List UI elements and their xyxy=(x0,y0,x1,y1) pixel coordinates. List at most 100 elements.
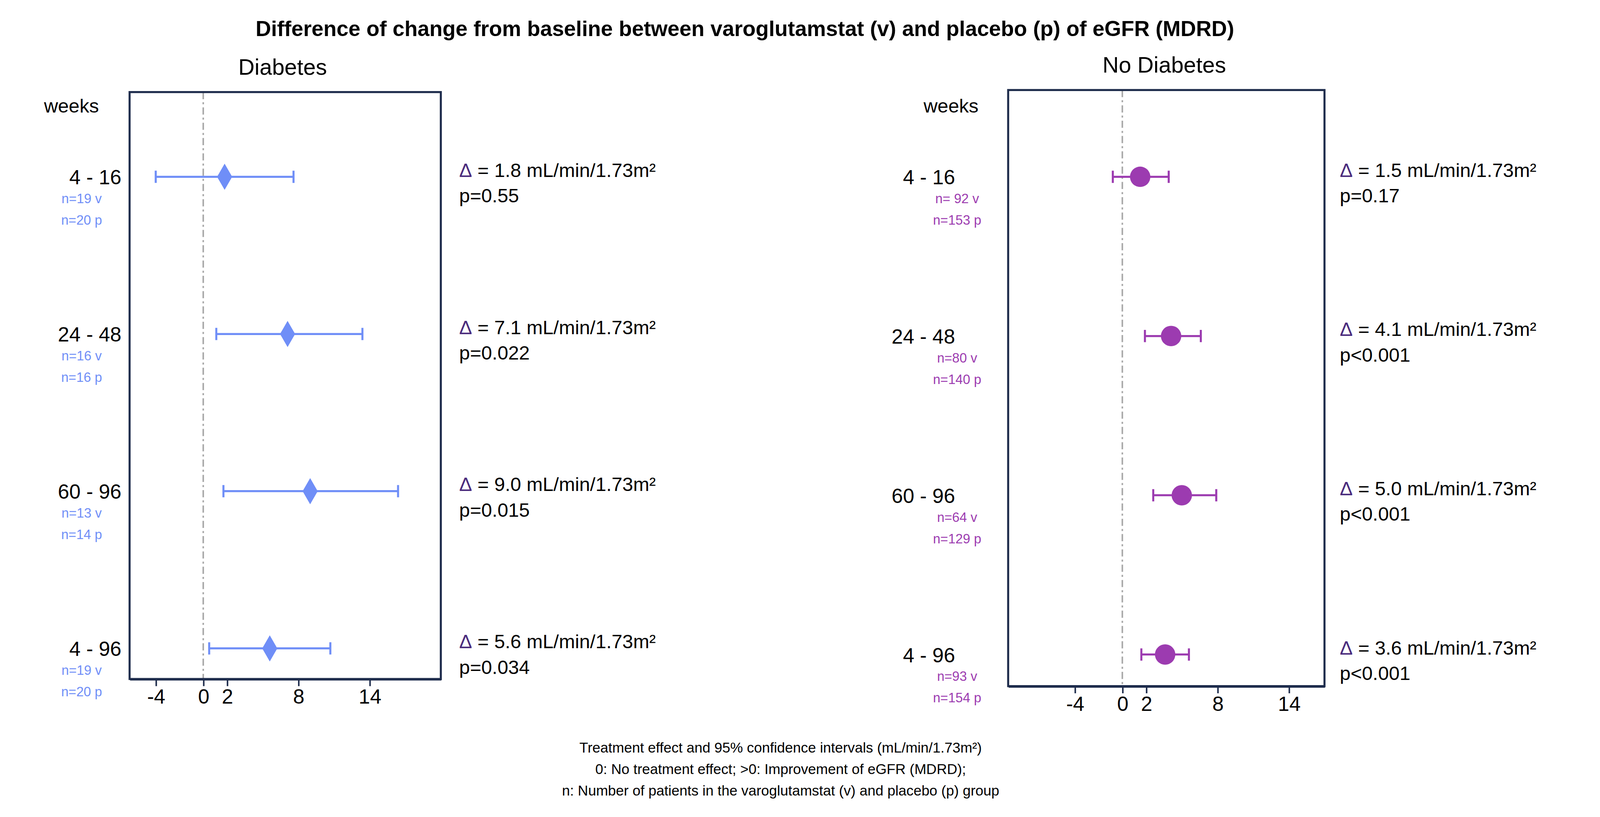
x-tick-label: -4 xyxy=(1066,692,1085,715)
ci-cap-low xyxy=(1143,329,1147,343)
n-label: n= 92 v xyxy=(935,191,980,207)
p-value-label: p<0.001 xyxy=(1339,662,1411,685)
ci-cap-low xyxy=(208,641,211,655)
p-value-label: p=0.022 xyxy=(459,341,530,364)
n-label: n=13 v xyxy=(61,505,102,521)
n-label: n=16 p xyxy=(60,369,102,385)
y-tick-label: 24 - 48 xyxy=(891,325,956,348)
ci-cap-high xyxy=(397,484,400,498)
ci-cap-high xyxy=(1199,329,1202,343)
n-label: n=14 p xyxy=(60,526,102,542)
y-tick: 4 - 16 xyxy=(903,165,956,189)
n-label: n=93 v xyxy=(936,668,978,684)
n-label: n=20 p xyxy=(60,212,102,228)
reference-line xyxy=(1121,90,1124,687)
y-axis: 4 - 16 24 - 48 60 - 96 4 - 96 xyxy=(891,165,956,667)
y-tick-label: 4 - 16 xyxy=(903,165,956,189)
n-label: n=129 p xyxy=(933,531,982,547)
x-tick: 2 xyxy=(1140,685,1153,715)
p-value-label: p<0.001 xyxy=(1339,343,1411,366)
ci-cap-high xyxy=(1215,489,1218,502)
point-estimate xyxy=(262,635,278,662)
y-tick: 24 - 48 xyxy=(891,325,956,348)
point-estimate xyxy=(1171,484,1193,506)
point-estimate xyxy=(279,320,296,347)
plot-area xyxy=(155,91,399,679)
ci-cap-low xyxy=(1111,170,1114,183)
plot-frame xyxy=(129,91,442,679)
ci-cap-low xyxy=(154,170,157,183)
point-estimate xyxy=(216,163,232,190)
figure: Difference of change from baseline betwe… xyxy=(0,0,1600,817)
x-tick: 2 xyxy=(222,678,234,709)
footnote: n: Number of patients in the varoglutams… xyxy=(562,782,1000,799)
n-label: n=153 p xyxy=(933,212,982,228)
y-tick: 60 - 96 xyxy=(891,484,956,508)
x-tick-label: 0 xyxy=(1117,692,1129,715)
y-tick: 60 - 96 xyxy=(57,480,122,503)
figure-title: Difference of change from baseline betwe… xyxy=(255,16,1235,41)
point-estimate xyxy=(1160,325,1182,347)
ci-cap-high xyxy=(1187,647,1190,661)
ci-cap-low xyxy=(222,484,225,498)
n-label: n=20 p xyxy=(60,684,102,700)
x-tick: 0 xyxy=(1117,685,1129,715)
y-tick: 4 - 16 xyxy=(69,165,122,189)
x-tick: 0 xyxy=(197,678,210,709)
x-tick: -4 xyxy=(147,678,166,709)
p-value-label: p=0.034 xyxy=(459,656,530,679)
panel: Diabetes weeks -4 02 8 14 4 - 16 24 - 48 60 - 96… xyxy=(43,54,656,708)
x-tick-label: 0 xyxy=(197,684,210,708)
reference-line xyxy=(202,91,205,679)
data-label: Δ = 9.0 mL/min/1.73m² xyxy=(459,473,656,496)
data-label: Δ = 4.1 mL/min/1.73m² xyxy=(1339,318,1537,341)
panel-title: No Diabetes xyxy=(1102,52,1227,78)
x-axis: -4 02 8 14 xyxy=(130,678,442,709)
plot-frame xyxy=(1008,90,1325,687)
footnote: 0: No treatment effect; >0: Improvement … xyxy=(595,760,966,777)
y-tick: 4 - 96 xyxy=(903,643,956,667)
n-label: n=64 v xyxy=(936,509,978,525)
panel-title: Diabetes xyxy=(238,54,327,80)
footnote: Treatment effect and 95% confidence inte… xyxy=(579,739,982,756)
ci-cap-high xyxy=(329,641,332,655)
data-label: Δ = 3.6 mL/min/1.73m² xyxy=(1339,636,1537,659)
n-label: n=140 p xyxy=(933,371,982,387)
data-label: Δ = 1.8 mL/min/1.73m² xyxy=(459,159,656,182)
x-tick-label: -4 xyxy=(147,684,166,708)
ci-cap-low xyxy=(215,327,218,341)
y-axis-title: weeks xyxy=(923,94,979,117)
x-axis-line xyxy=(1008,685,1326,688)
x-tick: 14 xyxy=(1277,685,1301,715)
p-value-label: p=0.015 xyxy=(459,498,530,521)
x-tick-label: 8 xyxy=(1212,692,1224,715)
ci-cap-low xyxy=(1152,489,1155,502)
x-tick-label: 14 xyxy=(1277,692,1301,715)
point-estimate xyxy=(302,477,318,505)
y-tick: 24 - 48 xyxy=(57,322,122,346)
n-label: n=80 v xyxy=(936,350,978,366)
x-tick-label: 8 xyxy=(293,684,305,708)
y-tick-label: 4 - 16 xyxy=(69,165,122,189)
x-tick-label: 14 xyxy=(358,684,382,708)
p-value-label: p=0.55 xyxy=(459,184,519,207)
data-label: Δ = 7.1 mL/min/1.73m² xyxy=(459,316,656,339)
ci-cap-high xyxy=(1167,170,1170,183)
panel: No Diabetes weeks -4 02 8 14 4 - 16 24 - 48 60 -… xyxy=(891,52,1537,715)
ci-cap-high xyxy=(361,327,364,341)
p-value-label: p<0.001 xyxy=(1339,502,1411,525)
x-axis: -4 02 8 14 xyxy=(1008,685,1326,715)
n-label: n=19 v xyxy=(61,191,102,207)
n-label: n=154 p xyxy=(933,690,982,706)
data-label: Δ = 5.0 mL/min/1.73m² xyxy=(1339,477,1537,500)
x-tick: -4 xyxy=(1066,685,1085,715)
data-label: Δ = 1.5 mL/min/1.73m² xyxy=(1339,159,1537,182)
n-label: n=19 v xyxy=(61,662,102,678)
p-value-label: p=0.17 xyxy=(1339,184,1400,207)
x-tick-label: 2 xyxy=(1140,692,1153,715)
point-estimate xyxy=(1129,166,1151,188)
data-label: Δ = 5.6 mL/min/1.73m² xyxy=(459,630,656,653)
y-tick-label: 4 - 96 xyxy=(903,643,956,667)
x-axis-line xyxy=(130,678,442,681)
y-axis-title: weeks xyxy=(43,94,99,117)
